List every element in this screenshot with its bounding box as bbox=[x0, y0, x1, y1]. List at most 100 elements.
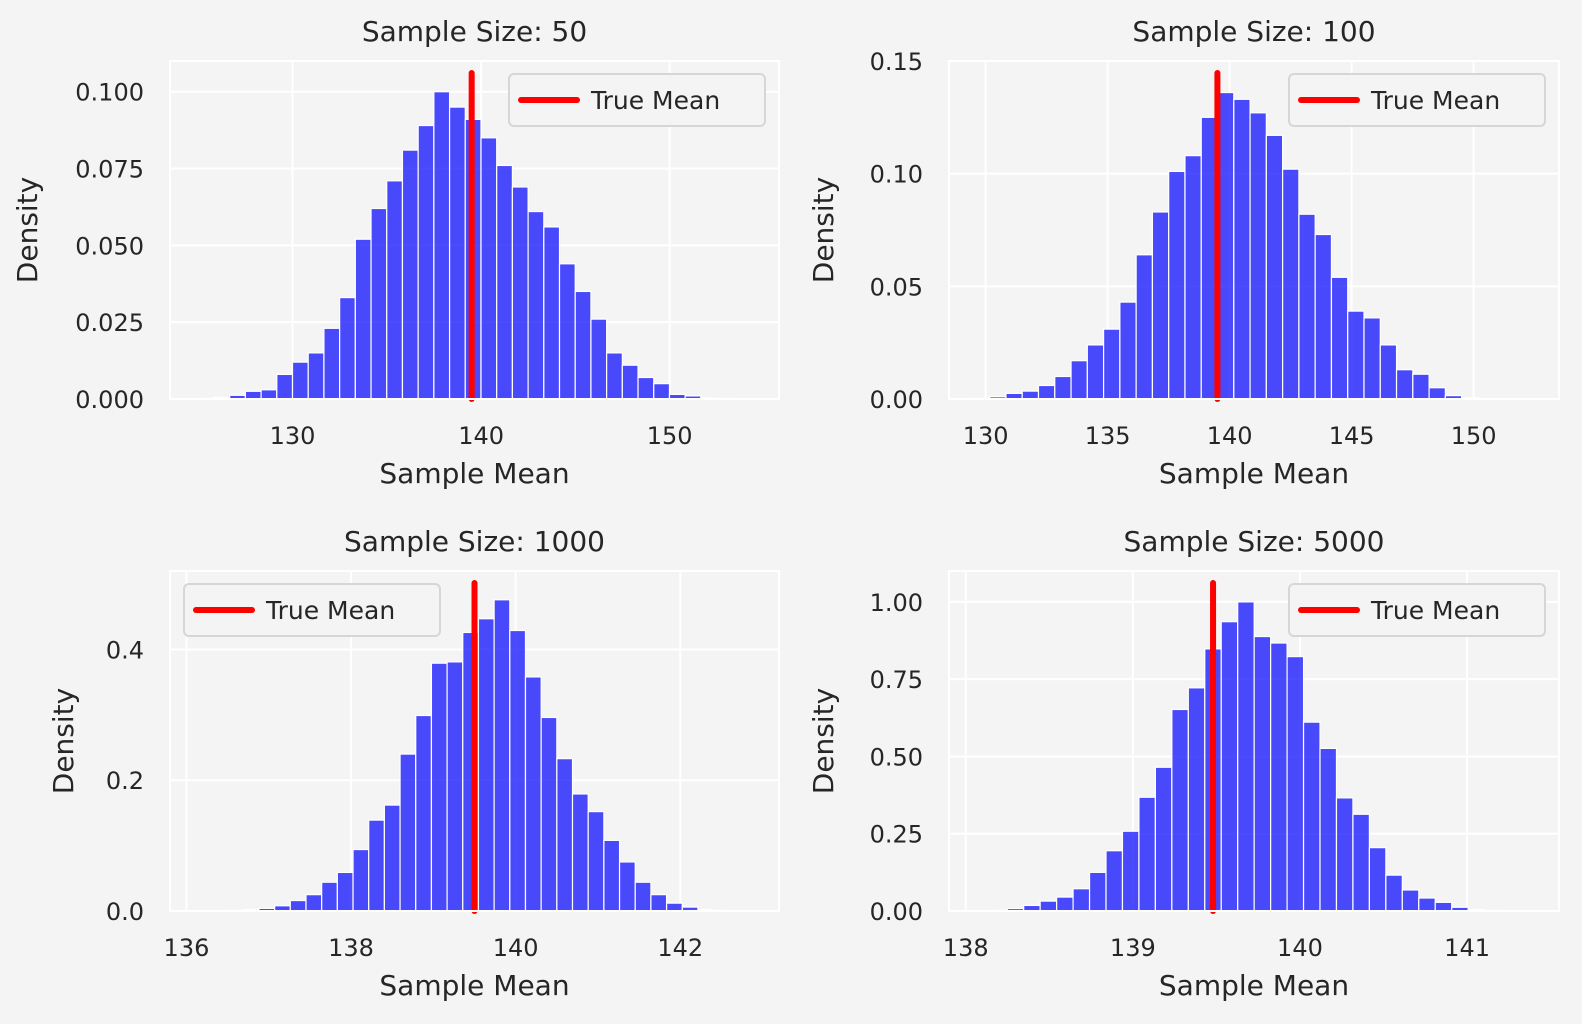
histogram-bar bbox=[1363, 317, 1381, 400]
y-tick-label: 0.00 bbox=[870, 898, 923, 926]
histogram-bar bbox=[1249, 112, 1267, 400]
y-axis-label: Density bbox=[11, 177, 44, 283]
histogram-bar bbox=[1418, 897, 1436, 912]
histogram-bar bbox=[1039, 900, 1058, 912]
axes-frame bbox=[169, 570, 780, 912]
legend-box bbox=[1288, 73, 1546, 127]
histogram-bar bbox=[1233, 98, 1251, 400]
x-tick-label: 140 bbox=[458, 422, 504, 450]
histogram-bar bbox=[1138, 796, 1156, 912]
histogram-bar bbox=[383, 804, 401, 912]
x-tick-label: 140 bbox=[1207, 422, 1253, 450]
histogram-bar bbox=[540, 716, 558, 912]
histogram-bar bbox=[1105, 850, 1124, 912]
histogram-bar bbox=[1298, 213, 1316, 400]
histogram-bar bbox=[1054, 375, 1072, 400]
histogram-bar bbox=[574, 290, 592, 400]
histogram-bar bbox=[370, 207, 388, 400]
histogram-bar bbox=[496, 164, 513, 400]
histogram-bar bbox=[417, 124, 435, 400]
histogram-bar bbox=[1347, 310, 1365, 400]
y-tick-label: 0.00 bbox=[870, 386, 923, 414]
histogram-bar bbox=[336, 871, 354, 912]
histogram-bar bbox=[291, 361, 309, 400]
x-tick-label: 130 bbox=[963, 422, 1009, 450]
histogram-bar bbox=[606, 352, 623, 400]
histogram-bar bbox=[511, 186, 529, 400]
histogram-bar bbox=[558, 263, 576, 400]
x-tick-label: 139 bbox=[1110, 934, 1156, 962]
legend: True Mean bbox=[1288, 583, 1546, 637]
y-tick-label: 0.2 bbox=[106, 767, 144, 795]
y-tick-label: 0.075 bbox=[75, 156, 144, 184]
histogram-bar bbox=[401, 149, 419, 400]
subplot-4: 138 139 140 141 0.00 0.25 0.50 0.75 1.00 Sample S… bbox=[807, 525, 1560, 1002]
y-tick-label: 0.05 bbox=[870, 273, 923, 301]
histogram-bar bbox=[1434, 901, 1453, 912]
histogram-bar bbox=[1121, 830, 1140, 912]
histogram-bar bbox=[1302, 721, 1321, 912]
histogram-bar bbox=[1286, 656, 1305, 912]
y-tick-label: 0.25 bbox=[870, 821, 923, 849]
x-tick-label: 136 bbox=[164, 934, 210, 962]
x-tick-label: 141 bbox=[1444, 934, 1490, 962]
histogram-bar bbox=[260, 389, 278, 400]
y-tick-label: 0.050 bbox=[75, 232, 144, 260]
histogram-bar bbox=[354, 238, 372, 400]
histogram-bar bbox=[543, 226, 561, 400]
histogram-bar bbox=[430, 662, 448, 912]
histogram-bar bbox=[665, 902, 683, 912]
y-tick-label: 0.000 bbox=[75, 386, 144, 414]
subplot-3: 136 138 140 142 0.0 0.2 0.4 Sample Size: 1000 Sa… bbox=[47, 525, 780, 1002]
histogram-bar bbox=[1171, 708, 1189, 912]
histogram-bar bbox=[1335, 797, 1354, 912]
histogram-bar bbox=[1401, 889, 1420, 912]
histogram-bar bbox=[653, 383, 671, 400]
histogram-bar bbox=[1184, 155, 1202, 400]
legend-label: True Mean bbox=[1370, 596, 1500, 625]
histogram-bar bbox=[1119, 301, 1137, 400]
histogram-bar bbox=[339, 297, 356, 400]
histogram-bar bbox=[323, 327, 341, 400]
histogram-bar bbox=[1168, 170, 1186, 400]
histogram-bar bbox=[1314, 233, 1333, 400]
histogram-bar bbox=[1072, 888, 1091, 912]
histogram-bar bbox=[1253, 635, 1272, 912]
y-tick-label: 0.75 bbox=[870, 666, 923, 694]
histogram-bar bbox=[618, 861, 636, 912]
histogram-bar bbox=[1021, 390, 1040, 400]
legend: True Mean bbox=[1288, 73, 1546, 127]
histogram-bar bbox=[1187, 687, 1206, 912]
histogram-bar bbox=[305, 894, 323, 912]
histogram-bar bbox=[1070, 360, 1088, 400]
y-axis-label: Density bbox=[807, 688, 840, 794]
x-axis-label: Sample Mean bbox=[1159, 457, 1349, 490]
legend-box bbox=[1288, 583, 1546, 637]
subplot-title: Sample Size: 5000 bbox=[1124, 525, 1385, 558]
legend: True Mean bbox=[508, 73, 766, 127]
x-tick-label: 140 bbox=[493, 934, 539, 962]
subplot-title: Sample Size: 50 bbox=[362, 15, 587, 48]
histogram-bar bbox=[590, 318, 608, 400]
histogram-bar bbox=[1135, 254, 1154, 400]
histogram-bar bbox=[650, 894, 668, 912]
histogram-bar bbox=[477, 618, 495, 912]
histogram-bar bbox=[1237, 601, 1255, 912]
histogram-bar bbox=[1368, 847, 1387, 912]
histogram-bar bbox=[1037, 384, 1056, 400]
histogram-bar bbox=[1379, 344, 1398, 400]
histogram-bar bbox=[1154, 766, 1173, 912]
histogram-bar bbox=[276, 373, 294, 400]
histogram-bar bbox=[433, 91, 451, 400]
histogram-bar bbox=[448, 106, 466, 400]
histogram-bar bbox=[1086, 344, 1105, 400]
x-tick-label: 130 bbox=[270, 422, 316, 450]
histogram-bar bbox=[524, 676, 542, 912]
histogram-bar bbox=[1412, 373, 1430, 400]
histogram-bar bbox=[637, 376, 655, 400]
y-tick-label: 0.025 bbox=[75, 309, 144, 337]
axes-frame bbox=[948, 60, 1560, 400]
x-tick-label: 138 bbox=[328, 934, 374, 962]
y-axis-label: Density bbox=[47, 688, 80, 794]
